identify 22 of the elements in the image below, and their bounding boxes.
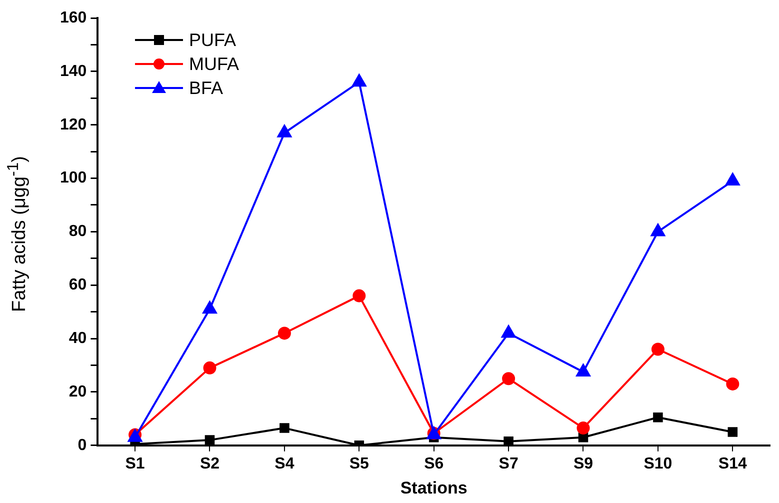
y-tick-label: 60 [68, 276, 87, 294]
y-tick-label: 40 [68, 330, 87, 347]
y-tick-label: 20 [68, 383, 87, 400]
x-tick-label: S6 [424, 455, 444, 472]
x-tick-label: S4 [274, 455, 294, 472]
x-tick-label: S5 [349, 455, 370, 472]
y-tick-label: 80 [68, 223, 87, 240]
x-axis-title: Stations [400, 478, 468, 498]
x-tick-label: S10 [644, 455, 672, 472]
y-tick-label: 160 [60, 9, 87, 26]
legend-label: PUFA [189, 29, 236, 52]
y-tick-label: 120 [60, 116, 87, 134]
x-tick-label: S7 [498, 455, 518, 472]
legend-label: MUFA [189, 53, 240, 76]
x-tick-label: S9 [573, 455, 594, 472]
x-tick-label: S1 [125, 455, 145, 472]
y-tick-label: 140 [60, 62, 87, 80]
legend-label: BFA [189, 77, 224, 100]
y-tick-label: 0 [78, 436, 87, 454]
x-tick-label: S2 [200, 455, 220, 472]
y-tick-label: 100 [60, 170, 87, 187]
x-tick-label: S14 [718, 455, 747, 472]
